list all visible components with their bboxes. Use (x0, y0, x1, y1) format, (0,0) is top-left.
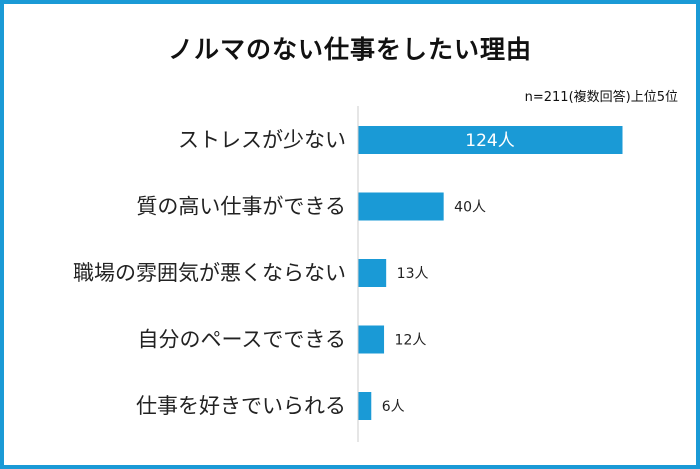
bar (358, 392, 372, 420)
bar (358, 192, 444, 221)
category-label: 質の高い仕事ができる (136, 195, 346, 219)
category-label: 職場の雰囲気が悪くならない (73, 261, 346, 285)
sample-note: n=211(複数回答)上位5位 (524, 90, 678, 105)
value-label: 6人 (382, 399, 405, 415)
bar (358, 126, 623, 154)
bar (358, 259, 387, 287)
category-label: ストレスが少ない (178, 128, 346, 152)
value-label: 13人 (397, 266, 429, 282)
bar (358, 325, 385, 354)
value-label: 12人 (395, 333, 427, 349)
value-label: 40人 (454, 200, 486, 216)
category-label: 仕事を好きでいられる (136, 394, 346, 418)
category-label: 自分のペースでできる (137, 328, 346, 352)
value-label: 124人 (465, 131, 514, 151)
chart-title: ノルマのない仕事をしたい理由 (167, 35, 532, 64)
